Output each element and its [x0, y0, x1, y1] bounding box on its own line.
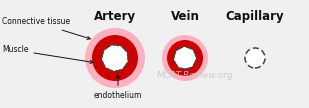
Circle shape	[162, 35, 208, 81]
Text: MCAT-Review.org: MCAT-Review.org	[157, 71, 233, 79]
Text: Muscle: Muscle	[2, 45, 93, 63]
Circle shape	[92, 35, 138, 81]
Circle shape	[167, 40, 203, 76]
Circle shape	[85, 28, 145, 88]
Circle shape	[245, 48, 265, 68]
Text: Artery: Artery	[94, 10, 136, 23]
Text: Connective tissue: Connective tissue	[2, 17, 90, 39]
Text: Vein: Vein	[171, 10, 199, 23]
Text: Capillary: Capillary	[226, 10, 284, 23]
Text: endothelium: endothelium	[94, 75, 142, 100]
Circle shape	[174, 47, 196, 69]
Circle shape	[102, 45, 128, 71]
